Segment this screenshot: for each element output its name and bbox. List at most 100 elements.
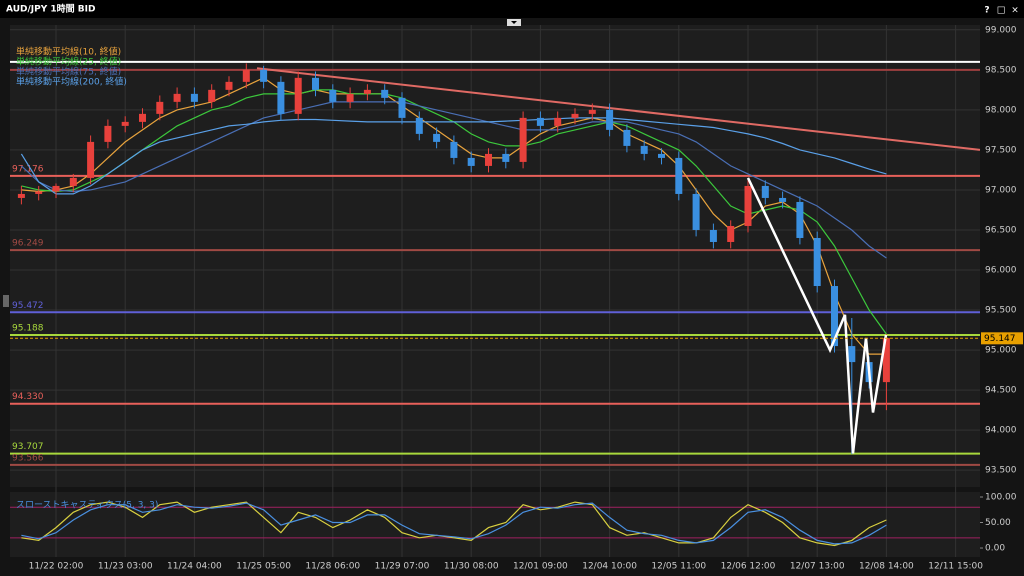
candle-body <box>277 81 285 114</box>
y-tick-label: 0.00 <box>985 544 1005 554</box>
current-price-label: 95.147 <box>984 334 1016 344</box>
trendline <box>256 67 981 151</box>
candle-body <box>156 101 164 114</box>
x-tick-label: 11/25 05:00 <box>236 562 291 572</box>
y-tick-label: 93.500 <box>985 466 1017 476</box>
x-tick-label: 11/24 04:00 <box>167 562 222 572</box>
candle-body <box>606 109 614 130</box>
x-tick-label: 12/08 14:00 <box>859 562 914 572</box>
x-tick-label: 12/01 09:00 <box>513 562 568 572</box>
candle-body <box>502 153 510 162</box>
side-toggle[interactable] <box>3 295 9 307</box>
candle-body <box>69 177 77 186</box>
candle-body <box>294 77 302 114</box>
candle-body <box>709 229 717 242</box>
candle-body <box>536 117 544 126</box>
candle-body <box>433 133 441 142</box>
y-tick-label: 98.500 <box>985 65 1017 75</box>
candle-body <box>225 81 233 90</box>
candle-body <box>35 191 43 194</box>
x-tick-label: 12/06 12:00 <box>721 562 776 572</box>
candle-body <box>363 89 371 94</box>
candle-body <box>381 89 389 98</box>
y-tick-label: 95.500 <box>985 306 1017 316</box>
chart-pattern <box>746 177 888 454</box>
y-tick-label: 94.000 <box>985 426 1017 436</box>
level-label: 95.188 <box>12 324 44 334</box>
candle-body <box>779 197 787 202</box>
y-tick-label: 50.00 <box>985 518 1011 528</box>
title-bar <box>0 0 1024 18</box>
candle-body <box>398 97 406 118</box>
level-label: 93.707 <box>12 442 44 452</box>
candle-body <box>242 69 250 82</box>
y-tick-label: 99.000 <box>985 25 1017 35</box>
maximize-button[interactable]: □ <box>997 6 1006 16</box>
moving-average <box>20 101 887 259</box>
candle-body <box>312 77 319 90</box>
x-tick-label: 11/29 07:00 <box>375 562 430 572</box>
level-label: 93.566 <box>12 453 44 463</box>
candle-body <box>588 109 596 114</box>
candle-body <box>139 113 146 122</box>
x-tick-label: 11/28 06:00 <box>305 562 360 572</box>
candle-body <box>813 237 821 287</box>
x-tick-label: 12/05 11:00 <box>651 562 706 572</box>
candle-body <box>761 185 769 198</box>
candle-body <box>104 125 112 142</box>
candle-body <box>519 117 527 162</box>
candle-body <box>329 89 337 102</box>
candle-body <box>346 93 354 102</box>
y-tick-label: 98.000 <box>985 105 1017 115</box>
candle-body <box>260 69 268 82</box>
level-label: 96.249 <box>12 239 44 249</box>
candle-body <box>640 145 648 154</box>
x-tick-label: 11/23 03:00 <box>98 562 153 572</box>
candle-body <box>744 185 752 226</box>
y-tick-label: 96.000 <box>985 266 1017 276</box>
candle-body <box>571 113 579 118</box>
candle-body <box>450 141 458 158</box>
y-tick-label: 94.500 <box>985 386 1017 396</box>
candle-body <box>121 121 129 126</box>
candle-body <box>485 153 492 166</box>
candle-body <box>796 201 804 238</box>
window-title: AUD/JPY 1時間 BID <box>6 3 95 15</box>
candle-body <box>52 185 60 192</box>
legend-entry: 単純移動平均線(75, 終値) <box>16 66 121 78</box>
collapse-icon <box>511 21 517 24</box>
x-tick-label: 12/07 13:00 <box>790 562 845 572</box>
candle-body <box>727 225 735 242</box>
candle-body <box>848 346 856 363</box>
legend-entry: 単純移動平均線(200, 終値) <box>16 76 127 88</box>
level-label: 97.176 <box>12 164 44 174</box>
level-label: 94.330 <box>12 392 44 402</box>
candle-body <box>658 153 665 158</box>
candle-body <box>554 117 562 126</box>
candle-body <box>208 89 216 102</box>
candle-body <box>623 129 631 146</box>
y-tick-label: 95.000 <box>985 346 1017 356</box>
candle-body <box>692 193 700 230</box>
candle-body <box>675 157 683 194</box>
candle-body <box>831 286 838 347</box>
x-tick-label: 12/11 15:00 <box>928 562 983 572</box>
close-button[interactable]: × <box>1011 6 1019 16</box>
oscillator-line <box>21 502 887 545</box>
candle-body <box>173 93 181 102</box>
candle-body <box>87 141 95 178</box>
candle-body <box>467 157 475 166</box>
current-price-box <box>981 332 1023 345</box>
indicator-title: スローストキャスティクス(5, 3, 3) <box>16 500 158 511</box>
help-button[interactable]: ? <box>984 6 989 16</box>
y-tick-label: 96.500 <box>985 225 1017 235</box>
level-label: 95.472 <box>12 301 44 311</box>
candle-body <box>882 338 890 383</box>
y-tick-label: 100.00 <box>985 493 1017 503</box>
x-tick-label: 11/22 02:00 <box>29 562 84 572</box>
y-tick-label: 97.500 <box>985 145 1017 155</box>
legend-entry: 単純移動平均線(25, 終値) <box>16 56 121 68</box>
candle-body <box>415 117 423 134</box>
x-tick-label: 12/04 10:00 <box>582 562 637 572</box>
